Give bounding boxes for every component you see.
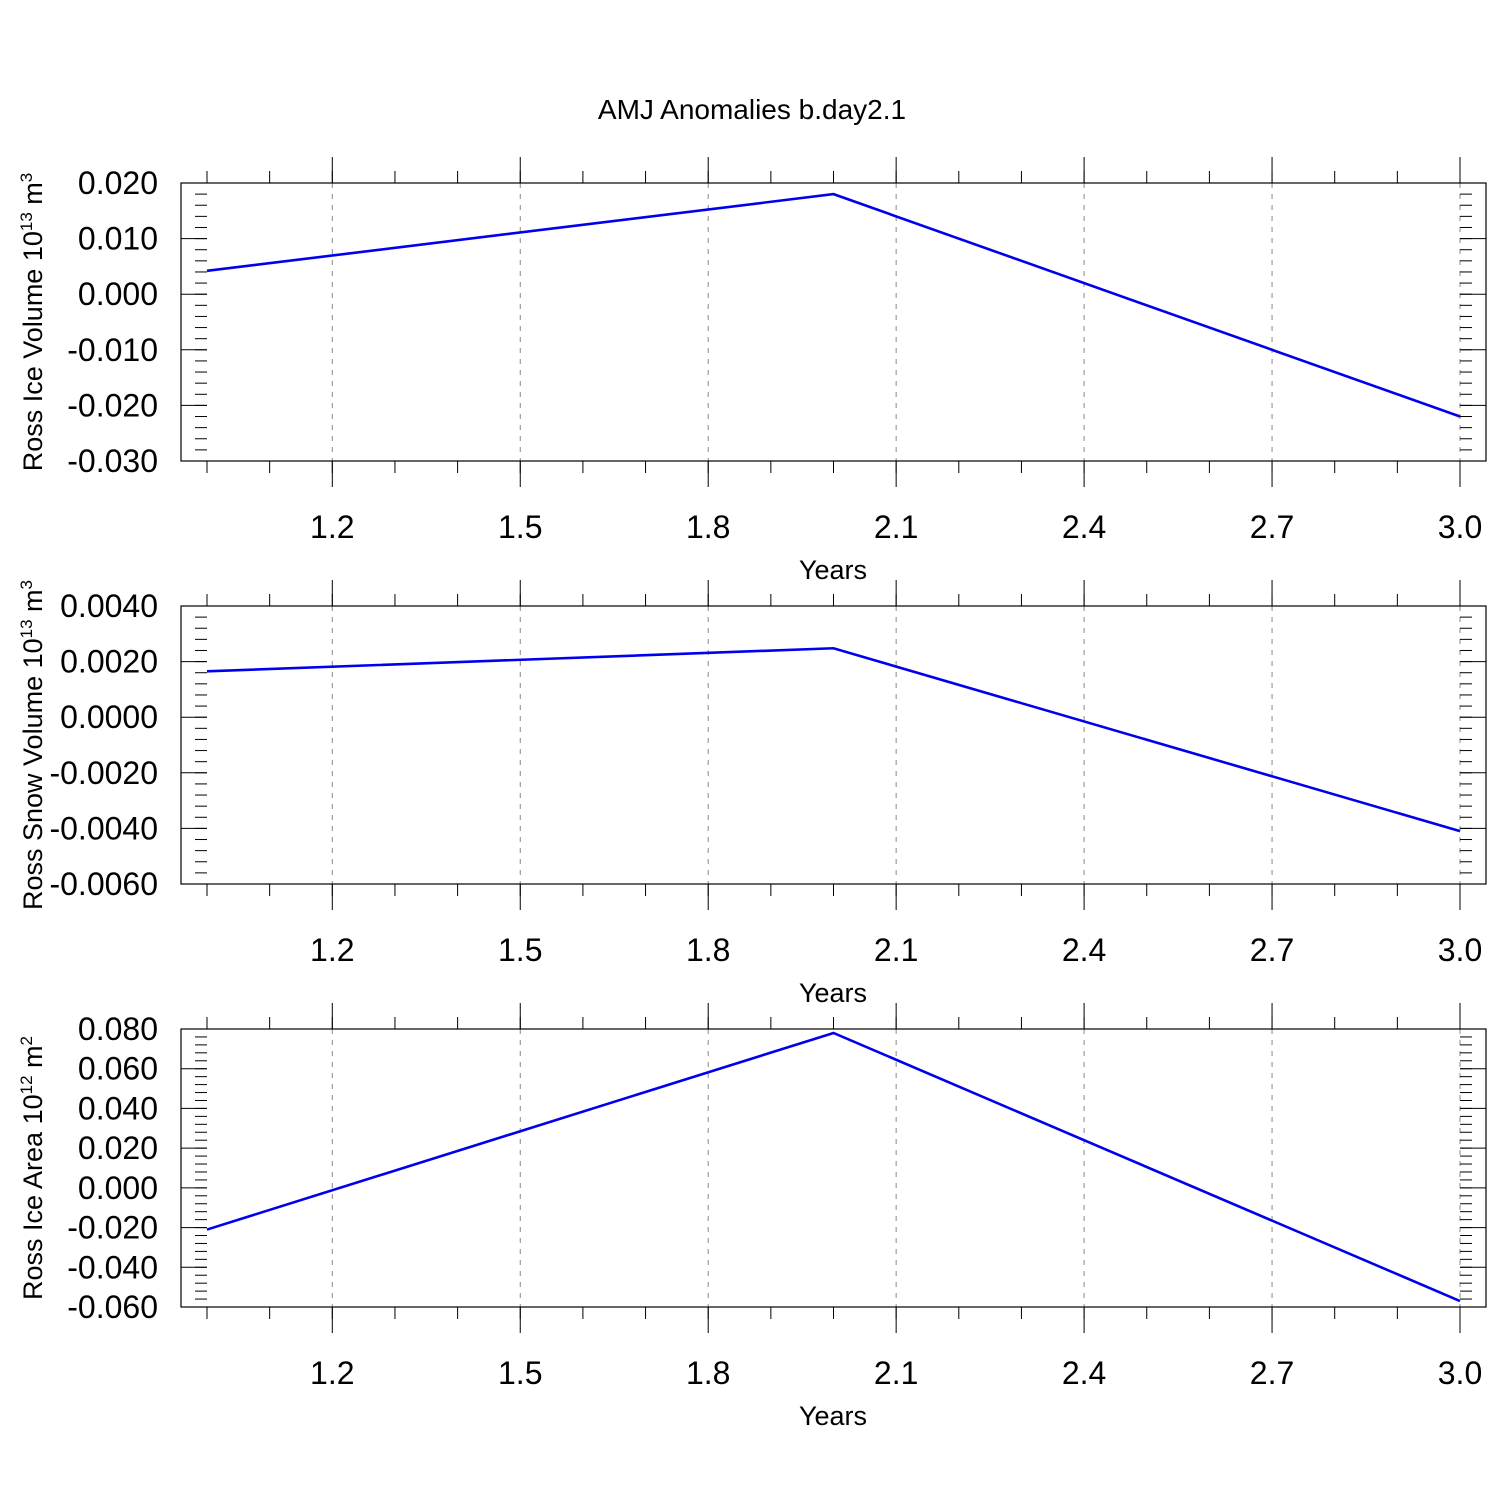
x-tick-label: 1.2 xyxy=(310,509,354,545)
y-tick-label: 0.020 xyxy=(78,1130,158,1166)
y-tick-label: 0.040 xyxy=(78,1090,158,1126)
y-tick-label: -0.060 xyxy=(67,1289,158,1325)
x-tick-label: 2.7 xyxy=(1250,932,1294,968)
y-tick-label: 0.060 xyxy=(78,1051,158,1087)
y-axis-title: Ross Ice Volume 1013 m3 xyxy=(17,173,48,472)
x-tick-label: 2.7 xyxy=(1250,1355,1294,1391)
series-line xyxy=(206,192,1461,418)
y-tick-label: 0.080 xyxy=(78,1011,158,1047)
y-tick-label: -0.010 xyxy=(67,332,158,368)
x-axis-title: Years xyxy=(799,1401,867,1431)
x-tick-label: 1.5 xyxy=(498,509,542,545)
y-axis-title-main: Ross Ice Volume 10 xyxy=(18,231,48,471)
x-tick-label: 2.4 xyxy=(1062,1355,1106,1391)
x-tick-label: 1.2 xyxy=(310,1355,354,1391)
x-tick-label: 2.1 xyxy=(874,932,918,968)
x-tick-label: 2.1 xyxy=(874,509,918,545)
y-axis-title-exp2: 2 xyxy=(17,1036,36,1045)
x-tick-label: 3.0 xyxy=(1438,932,1482,968)
x-tick-label: 3.0 xyxy=(1438,509,1482,545)
x-tick-label: 1.8 xyxy=(686,1355,730,1391)
x-tick-label: 1.5 xyxy=(498,1355,542,1391)
y-tick-label: 0.000 xyxy=(78,276,158,312)
x-tick-label: 2.4 xyxy=(1062,932,1106,968)
x-axis-title: Years xyxy=(799,555,867,585)
series-line xyxy=(206,646,1461,833)
x-tick-label: 2.4 xyxy=(1062,509,1106,545)
y-axis-title-main: Ross Ice Area 10 xyxy=(18,1094,48,1300)
y-axis-title: Ross Snow Volume 1013 m3 xyxy=(17,580,48,910)
y-tick-label: 0.0020 xyxy=(60,644,158,680)
y-axis-title-mid: m xyxy=(18,589,48,619)
y-tick-label: -0.030 xyxy=(67,443,158,479)
plot-frame xyxy=(180,1028,1487,1308)
y-tick-label: -0.020 xyxy=(67,387,158,423)
y-axis-title-main: Ross Snow Volume 10 xyxy=(18,638,48,910)
y-tick-label: 0.020 xyxy=(78,165,158,201)
x-tick-label: 1.5 xyxy=(498,932,542,968)
y-tick-label: -0.040 xyxy=(67,1249,158,1285)
x-tick-label: 1.8 xyxy=(686,509,730,545)
x-tick-label: 2.1 xyxy=(874,1355,918,1391)
y-tick-label: 0.0040 xyxy=(60,588,158,624)
x-tick-label: 2.7 xyxy=(1250,509,1294,545)
y-axis-title-exp1: 12 xyxy=(17,1075,36,1094)
y-tick-label: 0.010 xyxy=(78,221,158,257)
y-axis-title-mid: m xyxy=(18,1045,48,1075)
x-tick-label: 1.2 xyxy=(310,932,354,968)
y-tick-label: -0.0040 xyxy=(49,810,158,846)
y-tick-label: -0.0060 xyxy=(49,866,158,902)
x-tick-label: 1.8 xyxy=(686,932,730,968)
y-axis-title-exp2: 3 xyxy=(17,173,36,182)
y-tick-label: 0.000 xyxy=(78,1170,158,1206)
chart-panel-2: 1.2 1.5 1.8 2.1 2.4 2.7 3.0 0.0040 0.0020 0.0000 -… xyxy=(17,580,1487,1008)
y-tick-label: -0.0020 xyxy=(49,755,158,791)
y-axis-title: Ross Ice Area 1012 m2 xyxy=(17,1036,48,1300)
y-tick-label: 0.0000 xyxy=(60,699,158,735)
y-axis-title-exp1: 13 xyxy=(17,212,36,231)
x-tick-label: 3.0 xyxy=(1438,1355,1482,1391)
series-line xyxy=(206,1031,1461,1303)
figure-title: AMJ Anomalies b.day2.1 xyxy=(598,94,906,125)
y-axis-title-exp1: 13 xyxy=(17,619,36,638)
chart-panel-1: 1.2 1.5 1.8 2.1 2.4 2.7 3.0 0.020 0.010 0.000 -0.0… xyxy=(17,157,1487,585)
y-axis-title-mid: m xyxy=(18,182,48,212)
y-tick-label: -0.020 xyxy=(67,1210,158,1246)
y-axis-title-exp2: 3 xyxy=(17,580,36,589)
x-axis-title: Years xyxy=(799,978,867,1008)
plot-frame xyxy=(180,182,1487,462)
